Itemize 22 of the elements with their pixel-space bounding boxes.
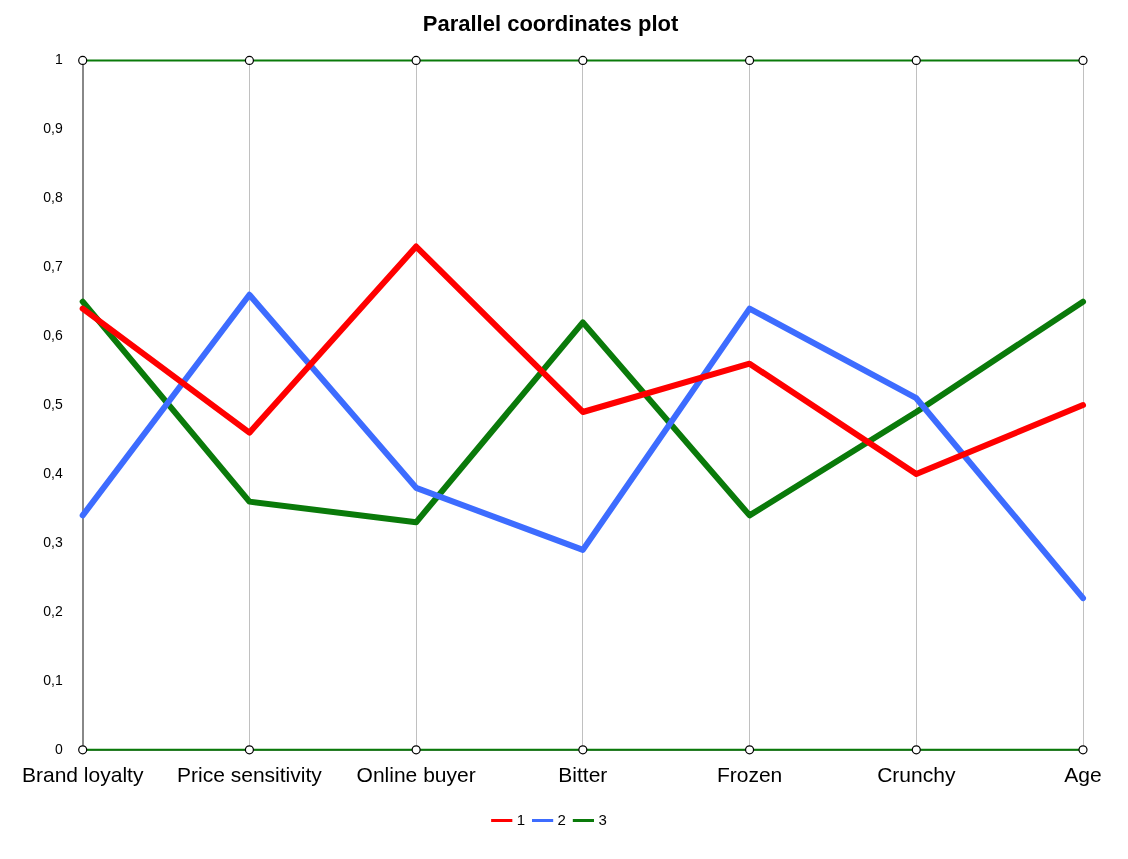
y-tick-label: 0,8 <box>43 189 63 206</box>
x-tick-label: Age <box>1064 763 1102 787</box>
y-tick-label: 0,5 <box>43 395 63 412</box>
x-tick-label: Crunchy <box>877 763 956 787</box>
y-tick-label: 0,3 <box>43 533 63 550</box>
chart-title: Parallel coordinates plot <box>422 11 679 37</box>
x-tick-label: Frozen <box>716 763 783 787</box>
x-tick-label: Bitter <box>558 763 608 787</box>
legend-label: 3 <box>598 810 607 828</box>
x-tick-label: Online buyer <box>356 763 476 787</box>
y-tick-label: 0,2 <box>43 602 63 619</box>
legend-label: 1 <box>516 810 526 828</box>
y-tick-label: 0,9 <box>43 120 63 137</box>
y-tick-label: 0,1 <box>43 671 63 688</box>
y-tick-label: 0 <box>54 740 63 757</box>
y-tick-label: 1 <box>54 51 63 68</box>
legend-label: 2 <box>557 810 566 828</box>
x-tick-label: Brand loyalty <box>21 763 144 787</box>
x-tick-label: Price sensitivity <box>177 763 323 787</box>
y-tick-label: 0,6 <box>43 327 63 344</box>
y-tick-label: 0,7 <box>43 258 63 275</box>
y-tick-label: 0,4 <box>43 464 63 481</box>
